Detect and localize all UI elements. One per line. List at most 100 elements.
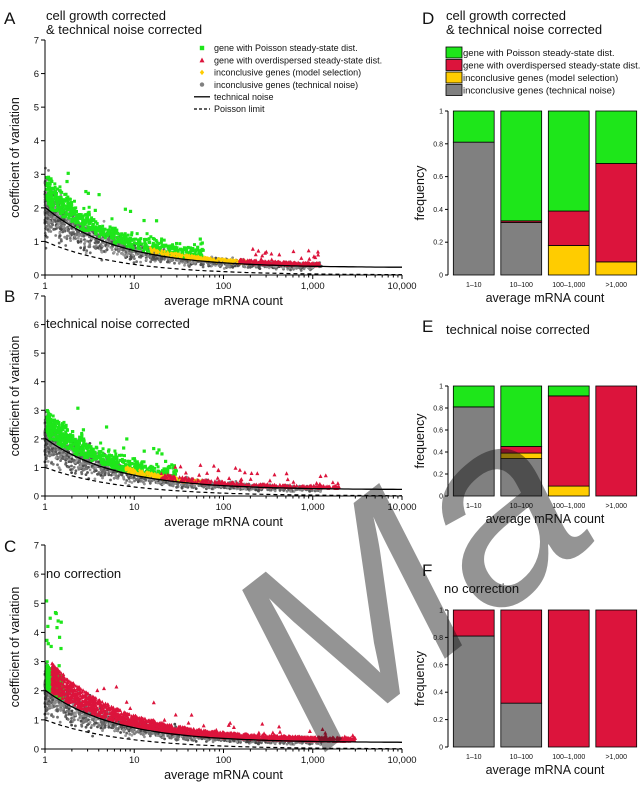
poisson-gene-point <box>117 238 121 242</box>
tech-noise-gene-point <box>51 447 54 450</box>
tech-noise-gene-point <box>133 257 136 260</box>
poisson-gene-point <box>58 431 62 435</box>
tech-noise-gene-point <box>73 235 76 238</box>
tech-noise-gene-point <box>47 450 51 454</box>
tech-noise-gene-point <box>200 263 204 266</box>
tech-noise-gene-point <box>94 460 98 464</box>
overdispersed-gene-point <box>215 475 220 480</box>
tech-noise-gene-point <box>71 232 75 235</box>
poisson-gene-point <box>138 246 142 250</box>
x-tick-label: 1,000 <box>301 281 325 292</box>
tech-noise-gene-point <box>85 249 89 253</box>
poisson-gene-point <box>200 241 204 245</box>
poisson-gene-point <box>69 201 73 205</box>
poisson-gene-point <box>74 206 78 210</box>
poisson-gene-point <box>87 205 91 209</box>
tech-noise-gene-point <box>79 246 83 250</box>
tech-noise-gene-point <box>281 266 285 269</box>
poisson-gene-point <box>134 237 138 241</box>
poisson-gene-point <box>156 469 160 473</box>
overdispersed-gene-point <box>253 252 258 257</box>
poisson-gene-point <box>106 228 110 232</box>
tech-noise-gene-point <box>58 234 62 238</box>
tech-noise-gene-point <box>257 264 261 268</box>
poisson-gene-point <box>63 215 67 219</box>
poisson-gene-point <box>141 249 145 253</box>
tech-noise-gene-point <box>190 261 194 264</box>
poisson-gene-point <box>70 446 74 450</box>
legend-label: gene with Poisson steady-state dist. <box>214 43 358 53</box>
tech-noise-gene-point <box>57 455 61 459</box>
tech-noise-gene-point <box>69 239 72 243</box>
poisson-gene-point <box>130 233 134 237</box>
poisson-gene-point <box>147 466 151 470</box>
poisson-gene-point <box>82 226 86 230</box>
tech-noise-gene-point <box>108 470 112 473</box>
poisson-gene-point <box>188 251 192 255</box>
poisson-gene-point <box>49 193 53 197</box>
tech-noise-gene-point <box>132 475 136 479</box>
poisson-gene-point <box>108 462 112 466</box>
tech-noise-gene-point <box>94 469 98 472</box>
poisson-gene-point <box>63 434 67 438</box>
overdispersed-gene-point <box>250 246 255 251</box>
tech-noise-gene-point <box>134 253 138 256</box>
tech-noise-gene-point <box>45 454 49 458</box>
y-tick-label: 5 <box>34 103 39 114</box>
tech-noise-gene-point <box>100 250 104 254</box>
tech-noise-gene-point <box>49 230 53 233</box>
tech-noise-gene-point <box>66 229 70 232</box>
tech-noise-gene-point <box>130 250 134 254</box>
tech-noise-gene-point <box>109 478 112 482</box>
poisson-gene-point <box>69 443 73 447</box>
tech-noise-gene-point <box>76 461 80 464</box>
poisson-gene-point <box>59 190 63 194</box>
model-selection-gene-point <box>236 259 240 264</box>
x-axis-label: average mRNA count <box>164 294 283 308</box>
tech-noise-gene-point <box>82 234 86 238</box>
poisson-limit-curve <box>44 240 403 276</box>
legend-label: inconclusive genes (technical noise) <box>214 80 358 90</box>
tech-noise-gene-point <box>110 248 114 252</box>
poisson-gene-point <box>53 195 57 199</box>
legend-label: inconclusive genes (model selection) <box>214 68 361 78</box>
model-selection-gene-point <box>154 248 158 253</box>
tech-noise-gene-point <box>74 469 78 473</box>
poisson-gene-point <box>151 246 155 250</box>
tech-noise-gene-point <box>54 450 58 453</box>
tech-noise-gene-point <box>128 480 132 483</box>
tech-noise-gene-point <box>45 442 49 446</box>
poisson-gene-point <box>115 239 119 243</box>
poisson-gene-point <box>47 422 51 426</box>
poisson-gene-point <box>123 242 127 246</box>
poisson-gene-point <box>49 195 53 199</box>
poisson-gene-point <box>87 213 91 217</box>
poisson-gene-point <box>186 245 190 249</box>
poisson-gene-point <box>168 249 172 253</box>
tech-noise-gene-point <box>80 472 84 476</box>
poisson-gene-point <box>83 222 87 226</box>
poisson-gene-point <box>95 456 99 460</box>
poisson-gene-point <box>122 454 126 458</box>
model-selection-gene-point <box>184 254 188 259</box>
poisson-gene-point <box>68 213 72 217</box>
poisson-gene-point <box>103 461 107 465</box>
tech-noise-gene-point <box>57 451 61 455</box>
poisson-gene-point <box>159 241 163 245</box>
tech-noise-gene-point <box>285 489 289 493</box>
poisson-gene-point <box>88 221 92 225</box>
poisson-gene-point <box>60 208 64 212</box>
overdispersed-gene-point <box>307 261 311 266</box>
poisson-gene-point <box>45 181 49 185</box>
poisson-gene-point <box>165 468 169 472</box>
legend-label: technical noise <box>214 92 274 102</box>
tech-noise-gene-point <box>125 253 129 257</box>
tech-noise-gene-point <box>184 261 187 265</box>
poisson-gene-point <box>45 196 49 200</box>
model-selection-gene-point <box>220 257 224 262</box>
tech-noise-gene-point <box>61 230 65 234</box>
poisson-gene-point <box>104 232 108 236</box>
overdispersed-gene-point <box>307 256 312 261</box>
tech-noise-gene-point <box>114 246 118 249</box>
y-tick-label: 6 <box>34 69 39 80</box>
